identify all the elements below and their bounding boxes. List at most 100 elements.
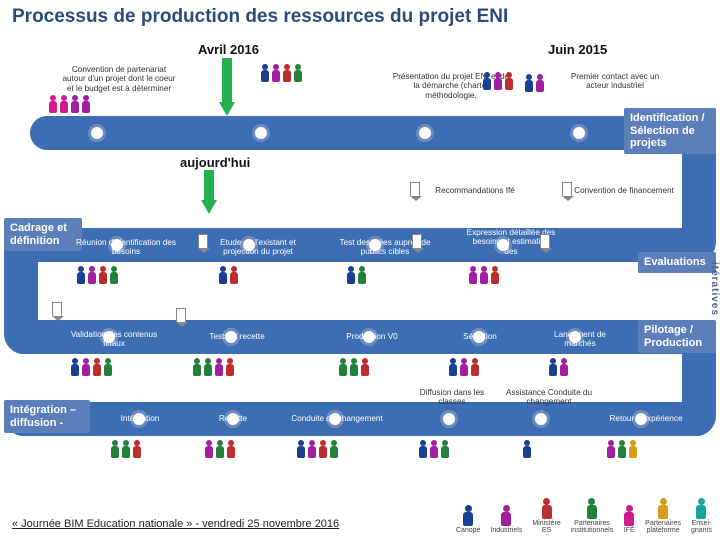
arrow-aujourdhui-stem [204,170,214,200]
phase-cadrage: Cadrage et définition [4,218,82,251]
person-icon [522,440,532,458]
person-icon [440,440,450,458]
step-label: Test des idées auprès de publics cibles [330,238,440,257]
bookmark-icon [412,234,422,248]
legend-item: IFÉ [623,505,635,534]
person-icon [282,64,292,82]
people-row [346,266,367,284]
person-icon [81,358,91,376]
step-label: Intégration [108,414,172,423]
step-label: Recette [206,414,260,423]
person-icon [109,266,119,284]
legend-label: Ministère ES [532,520,560,534]
person-icon [429,440,439,458]
step-label: Production V0 [332,332,412,341]
person-icon [462,505,474,527]
people-row [296,440,339,458]
person-icon [490,266,500,284]
people-row [482,72,514,90]
people-row [218,266,239,284]
step-label: Assistance Conduite du changement [494,388,604,407]
person-icon [541,498,553,520]
person-icon [628,440,638,458]
person-icon [132,440,142,458]
person-icon [226,440,236,458]
step-label: Convention de financement [572,186,676,195]
bookmark-icon [410,182,420,196]
step-label: Etude de l'existant et projection du pro… [202,238,314,257]
page-title: Processus de production des ressources d… [12,6,508,28]
person-icon [70,358,80,376]
person-icon [204,440,214,458]
person-icon [225,358,235,376]
legend-label: IFÉ [624,527,635,534]
people-row [48,95,91,113]
bookmark-icon [176,308,186,322]
annot-avril: Avril 2016 [198,42,259,57]
side-iteratives: itératives [709,262,720,316]
legend-item: Ensei- gnants [691,498,712,534]
bookmark-icon [198,234,208,248]
person-icon [92,358,102,376]
legend-item: Industriels [490,505,522,534]
bookmark-icon [52,302,62,316]
person-icon [307,440,317,458]
step-label: Convention de partenariat autour d'un pr… [60,65,178,93]
person-icon [524,74,534,92]
people-row [192,358,235,376]
person-icon [479,266,489,284]
step-node [532,410,550,428]
bookmark-icon [540,234,550,248]
step-label: Conduite du changement [282,414,392,423]
person-icon [48,95,58,113]
legend-label: Industriels [490,527,522,534]
person-icon [103,358,113,376]
arrow-aujourdhui-head [201,200,217,214]
person-icon [87,266,97,284]
step-node [88,124,106,142]
step-node [570,124,588,142]
person-icon [271,64,281,82]
step-node [252,124,270,142]
person-icon [81,95,91,113]
diagram-canvas: Processus de production des ressources d… [0,0,720,540]
step-label: Réunion d'identification des besoins [72,238,180,257]
step-node [416,124,434,142]
step-label: Lancement de marchés [538,330,622,349]
legend: CanopéIndustrielsMinistère ESPartenaires… [456,498,712,534]
person-icon [657,498,669,520]
person-icon [318,440,328,458]
person-icon [121,440,131,458]
person-icon [76,266,86,284]
person-icon [504,72,514,90]
people-row [418,440,450,458]
people-row [468,266,500,284]
annot-aujourdhui: aujourd'hui [180,155,250,170]
step-label: Réunion d'expression d'un projet cadre [228,88,346,107]
person-icon [448,358,458,376]
person-icon [229,266,239,284]
person-icon [110,440,120,458]
person-icon [459,358,469,376]
people-row [260,64,303,82]
phase-pilotage: Pilotage / Production [638,320,716,353]
person-icon [338,358,348,376]
legend-item: Partenaires plateforme [645,498,681,534]
step-label: Recommandations Ifé [420,186,530,195]
people-row [76,266,119,284]
person-icon [695,498,707,520]
footer-text: « Journée BIM Education nationale » - ve… [12,518,339,530]
legend-label: Partenaires institutionnels [571,520,613,534]
people-row [606,440,638,458]
person-icon [493,72,503,90]
people-row [524,74,545,92]
person-icon [418,440,428,458]
bookmark-icon [562,182,572,196]
people-row [70,358,113,376]
phase-identification: Identification / Sélection de projets [624,108,716,154]
person-icon [260,64,270,82]
step-label: Retour d'expérience [596,414,696,423]
legend-item: Partenaires institutionnels [571,498,613,534]
person-icon [357,266,367,284]
person-icon [535,74,545,92]
